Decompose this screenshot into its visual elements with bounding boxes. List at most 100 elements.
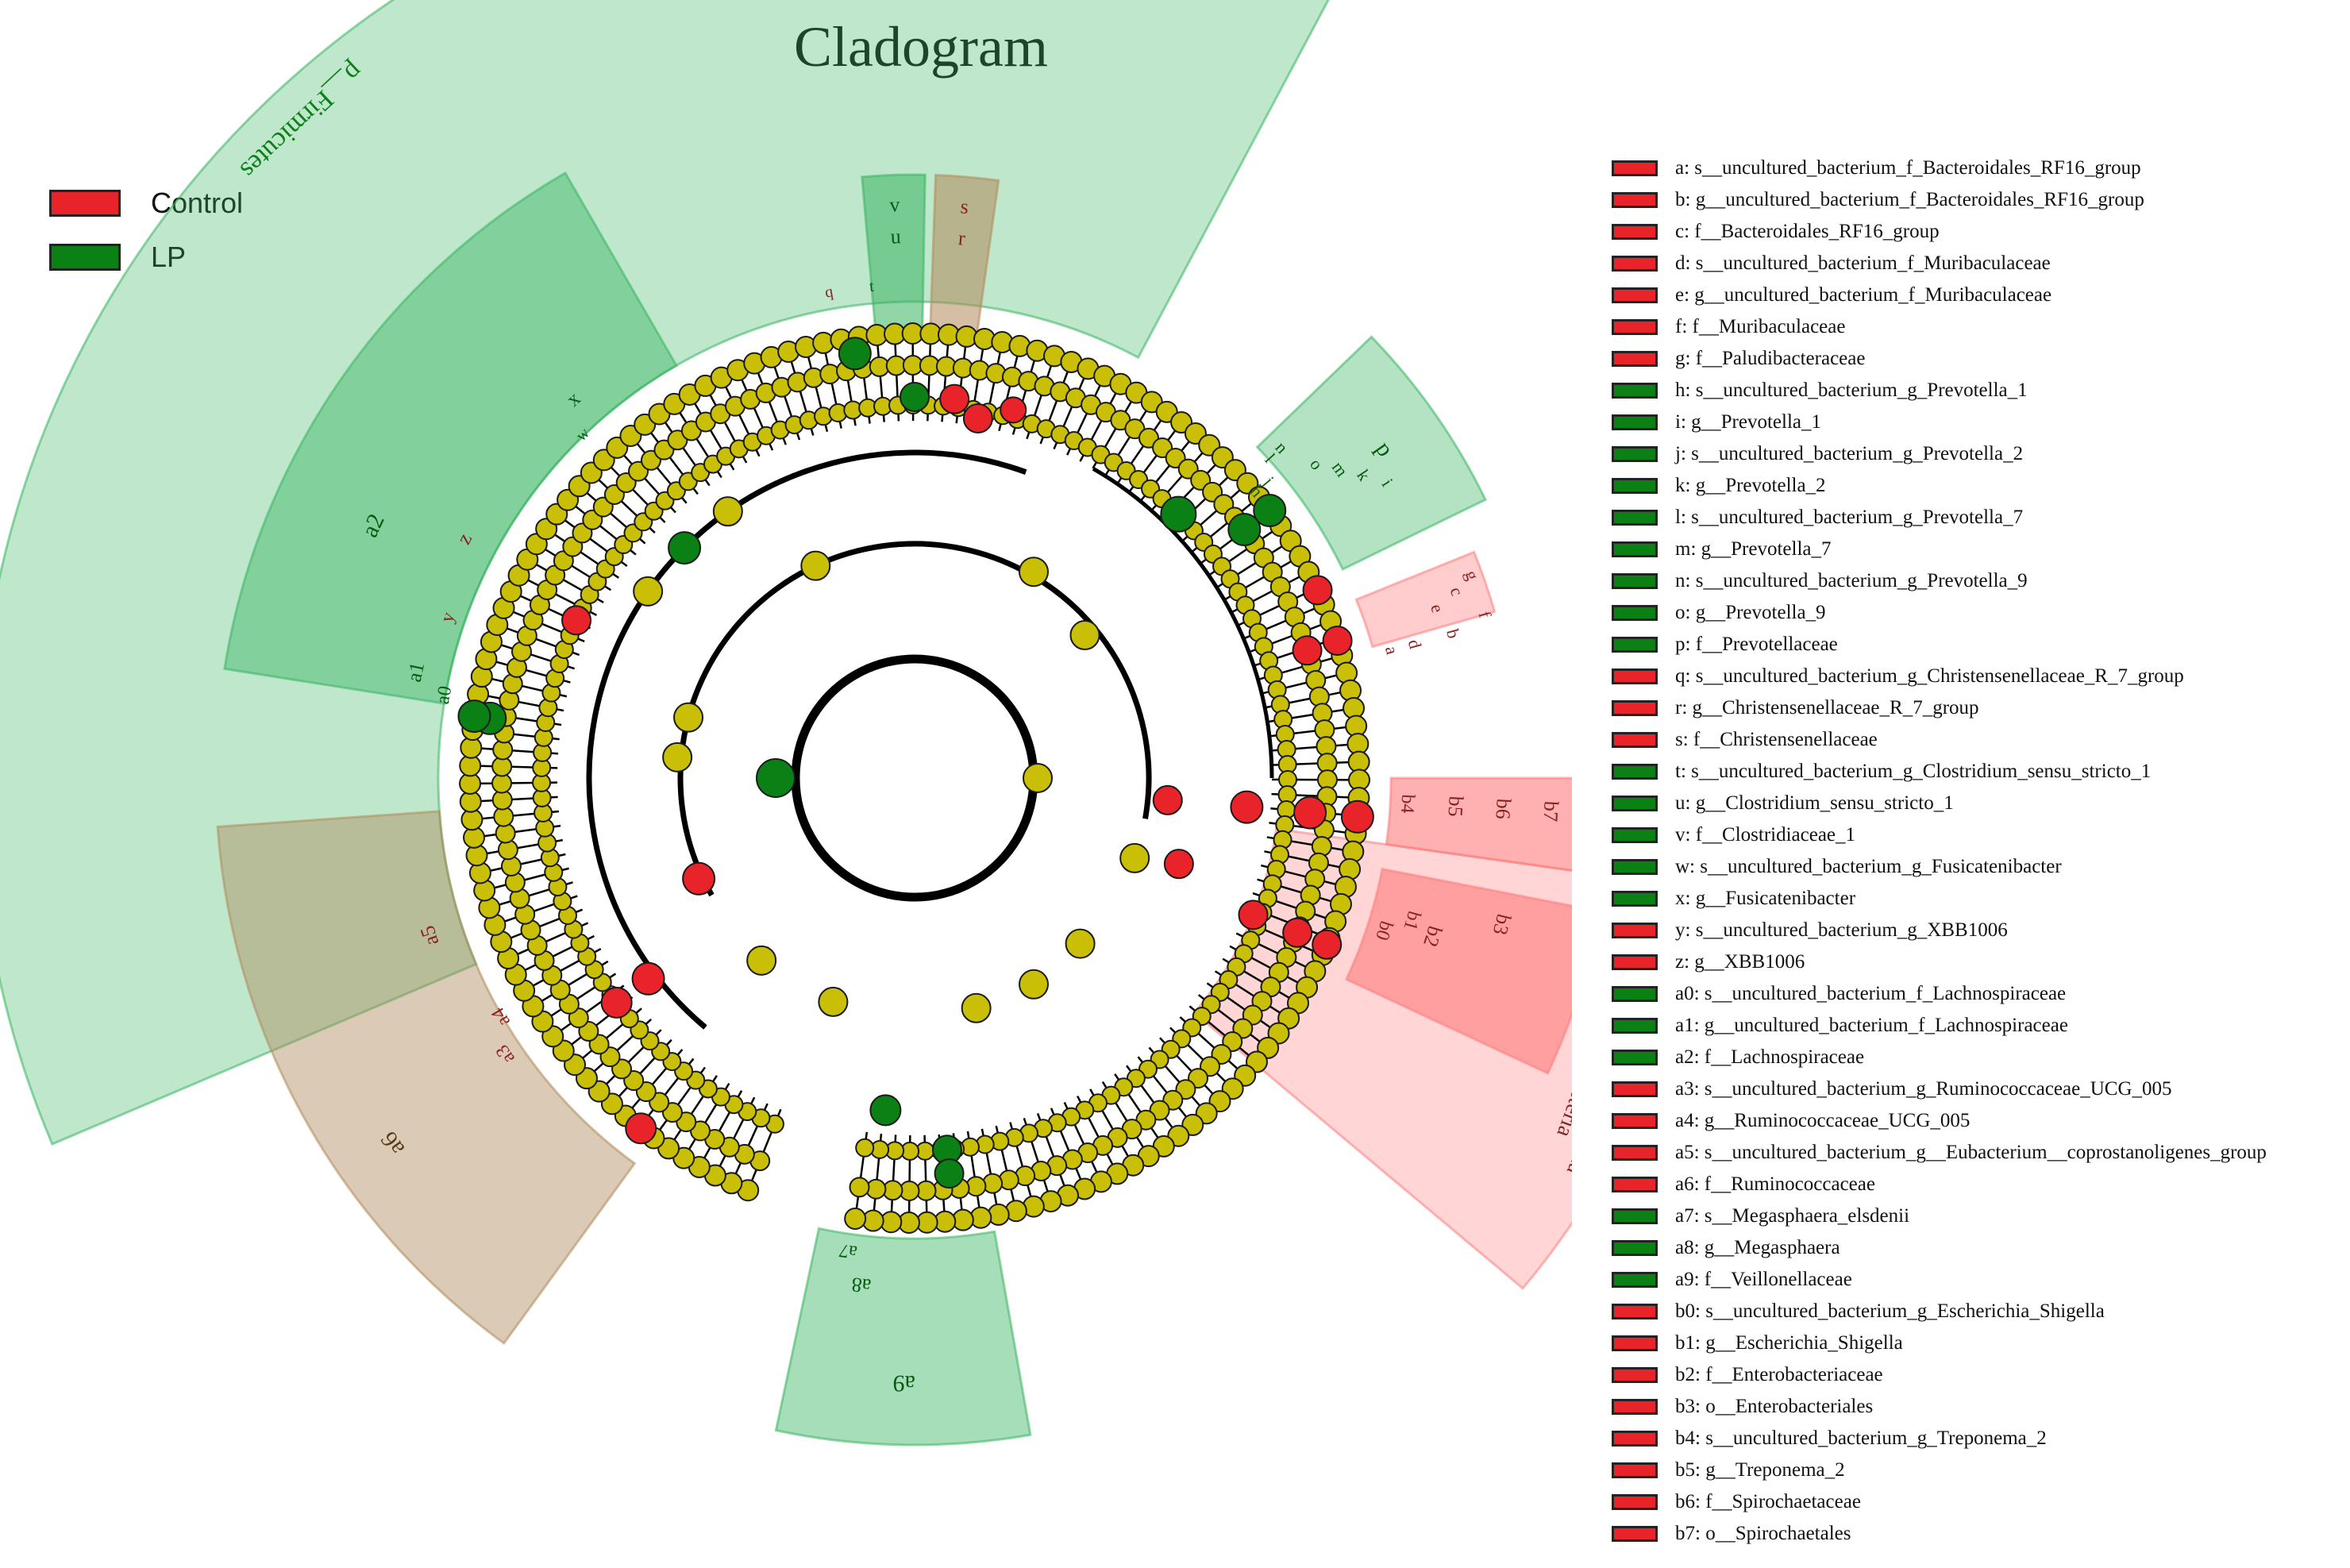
taxon-swatch xyxy=(1612,351,1658,367)
internal-node xyxy=(818,986,849,1017)
internal-node xyxy=(712,496,743,527)
taxon-swatch xyxy=(1612,1050,1658,1065)
taxon-legend-item: a2: f__Lachnospiraceae xyxy=(1612,1042,2267,1073)
taxon-label: e: g__uncultured_bacterium_f_Muribaculac… xyxy=(1675,284,2052,306)
taxon-legend-item: u: g__Clostridium_sensu_stricto_1 xyxy=(1612,788,2267,819)
species-node xyxy=(844,1207,867,1230)
phylum-ring xyxy=(791,654,1038,902)
t-label: t xyxy=(869,278,875,295)
taxon-swatch xyxy=(1612,700,1658,716)
taxon-swatch xyxy=(1612,160,1658,176)
taxon-swatch xyxy=(1612,256,1658,272)
taxon-legend-item: v: f__Clostridiaceae_1 xyxy=(1612,819,2267,851)
internal-node xyxy=(961,992,992,1023)
b7-label: b7 xyxy=(1539,800,1562,822)
class-ring xyxy=(677,541,1152,897)
taxon-swatch xyxy=(1612,796,1658,811)
prevotellaceae-sector xyxy=(1255,335,1488,571)
firmicutes-sector xyxy=(0,0,1330,1146)
taxon-swatch xyxy=(1612,859,1658,875)
internal-node xyxy=(1019,969,1049,1000)
taxon-swatch xyxy=(1612,1081,1658,1097)
control-biomarker-node xyxy=(682,861,716,896)
taxon-legend-item: b5: g__Treponema_2 xyxy=(1612,1454,2267,1486)
taxon-swatch xyxy=(1612,192,1658,208)
taxon-legend-item: g: f__Paludibacteraceae xyxy=(1612,343,2267,375)
lp-biomarker-node xyxy=(900,382,930,412)
taxon-swatch xyxy=(1612,1462,1658,1478)
taxon-legend-item: b4: s__uncultured_bacterium_g_Treponema_… xyxy=(1612,1423,2267,1454)
taxon-swatch xyxy=(1612,541,1658,557)
internal-node xyxy=(800,550,831,581)
taxon-label: r: g__Christensenellaceae_R_7_group xyxy=(1675,697,1979,719)
taxon-swatch xyxy=(1612,1399,1658,1415)
taxon-label: q: s__uncultured_bacterium_g_Christensen… xyxy=(1675,665,2184,687)
control-biomarker-node xyxy=(1238,900,1269,930)
control-biomarker-node xyxy=(939,383,970,414)
taxon-label: a0: s__uncultured_bacterium_f_Lachnospir… xyxy=(1675,983,2067,1004)
taxon-legend-item: a0: s__uncultured_bacterium_f_Lachnospir… xyxy=(1612,978,2267,1010)
taxon-legend-item: h: s__uncultured_bacterium_g_Prevotella_… xyxy=(1612,375,2267,406)
b4-label: b4 xyxy=(1397,794,1418,814)
taxon-label: v: f__Clostridiaceae_1 xyxy=(1675,824,1856,846)
taxon-legend-item: a5: s__uncultured_bacterium_g__Eubacteri… xyxy=(1612,1137,2267,1169)
lp-biomarker-node xyxy=(668,531,702,565)
taxon-legend-item: z: g__XBB1006 xyxy=(1612,946,2267,978)
control-biomarker-node xyxy=(1163,849,1194,880)
taxon-legend-item: w: s__uncultured_bacterium_g_Fusicatenib… xyxy=(1612,851,2267,883)
taxon-legend-item: y: s__uncultured_bacterium_g_XBB1006 xyxy=(1612,915,2267,946)
control-swatch xyxy=(49,190,121,217)
taxon-label: u: g__Clostridium_sensu_stricto_1 xyxy=(1675,792,1954,814)
legend-label-lp: LP xyxy=(151,241,187,273)
control-biomarker-node xyxy=(600,986,633,1019)
spirochaetales-sector xyxy=(1385,776,1572,872)
control-biomarker-node xyxy=(1302,575,1333,606)
taxon-label: w: s__uncultured_bacterium_g_Fusicatenib… xyxy=(1675,856,2062,877)
taxon-swatch xyxy=(1612,764,1658,780)
taxon-label: b7: o__Spirochaetales xyxy=(1675,1523,1851,1544)
taxon-label: t: s__uncultured_bacterium_g_Clostridium… xyxy=(1675,761,2152,782)
taxon-swatch xyxy=(1612,827,1658,843)
taxon-label: b4: s__uncultured_bacterium_g_Treponema_… xyxy=(1675,1427,2047,1449)
chart-title: Cladogram xyxy=(794,15,1048,79)
taxon-swatch xyxy=(1612,637,1658,653)
taxon-swatch xyxy=(1612,891,1658,907)
veillonellaceae-sector xyxy=(774,1227,1032,1447)
taxon-swatch xyxy=(1612,446,1658,462)
taxon-swatch xyxy=(1612,605,1658,621)
taxon-label: a8: g__Megasphaera xyxy=(1675,1237,1840,1258)
taxon-legend-item: m: g__Prevotella_7 xyxy=(1612,534,2267,565)
taxon-swatch xyxy=(1612,986,1658,1002)
cladogram: p__Firmicutesa2a6a9pvusrxzya1a0a5a4a3a8a… xyxy=(0,0,1572,1447)
taxon-label: a: s__uncultured_bacterium_f_Bacteroidal… xyxy=(1675,157,2141,179)
b-label: b xyxy=(1443,627,1464,641)
taxon-legend-item: b0: s__uncultured_bacterium_g_Escherichi… xyxy=(1612,1296,2267,1327)
taxon-swatch xyxy=(1612,1431,1658,1447)
internal-node xyxy=(673,702,704,733)
a7-label: a7 xyxy=(838,1239,858,1262)
lp-biomarker-node xyxy=(457,699,491,734)
group-legend: Control LP xyxy=(49,176,243,284)
r-label: r xyxy=(957,226,966,250)
taxon-label: a4: g__Ruminococcaceae_UCG_005 xyxy=(1675,1110,1971,1131)
taxon-label: z: g__XBB1006 xyxy=(1675,951,1805,973)
legend-item-lp: LP xyxy=(49,230,243,284)
family-node xyxy=(855,1138,875,1158)
taxon-swatch xyxy=(1612,1018,1658,1034)
taxon-legend-item: n: s__uncultured_bacterium_g_Prevotella_… xyxy=(1612,565,2267,597)
taxon-legend-item: a4: g__Ruminococcaceae_UCG_005 xyxy=(1612,1105,2267,1137)
taxon-label: b1: g__Escherichia_Shigella xyxy=(1675,1332,1903,1354)
taxon-swatch xyxy=(1612,1177,1658,1192)
taxon-label: a5: s__uncultured_bacterium_g__Eubacteri… xyxy=(1675,1142,2267,1163)
control-biomarker-node xyxy=(1340,799,1374,834)
internal-node xyxy=(1069,620,1100,651)
taxon-swatch xyxy=(1612,1367,1658,1383)
taxon-label: b3: o__Enterobacteriales xyxy=(1675,1396,1874,1417)
control-biomarker-node xyxy=(1230,790,1264,824)
v-label: v xyxy=(889,193,900,216)
taxon-legend-item: t: s__uncultured_bacterium_g_Clostridium… xyxy=(1612,756,2267,788)
taxon-label: y: s__uncultured_bacterium_g_XBB1006 xyxy=(1675,919,2008,941)
lp-swatch xyxy=(49,244,121,271)
ruminococcaceae-sector xyxy=(216,810,637,1346)
lp-biomarker-node xyxy=(756,758,796,798)
